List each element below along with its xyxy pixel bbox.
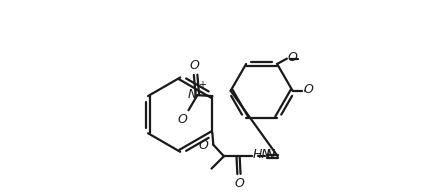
Text: N: N <box>266 148 275 161</box>
Text: O: O <box>303 83 313 96</box>
Text: O: O <box>178 113 187 126</box>
Text: N: N <box>187 88 197 101</box>
Text: O: O <box>190 59 200 72</box>
Text: O: O <box>234 177 244 190</box>
Text: HN: HN <box>253 148 272 161</box>
Text: +: + <box>198 80 206 90</box>
Text: O: O <box>288 51 297 64</box>
Text: O: O <box>198 139 208 152</box>
